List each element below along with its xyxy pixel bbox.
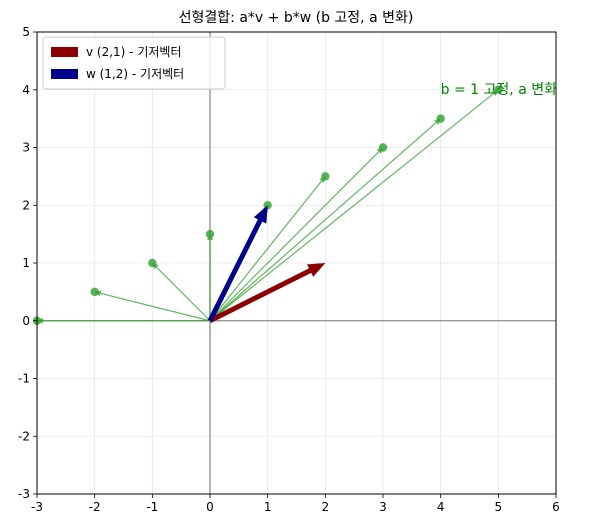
y-tick-label-6: 3 <box>22 141 30 155</box>
combination-arrow-6 <box>209 147 383 322</box>
x-tick-label-7: 4 <box>437 500 445 514</box>
y-tick-label-3: 0 <box>22 314 30 328</box>
x-tick-label-3: 0 <box>206 500 214 514</box>
basis-vector-1-shaft <box>207 218 263 322</box>
combination-point-8 <box>494 85 503 94</box>
legend-swatch-1 <box>51 69 78 79</box>
combination-arrow-6-shaft <box>209 150 380 322</box>
legend-label-1: w (1,2) - 기저벡터 <box>86 67 184 81</box>
basis-vector-0-head <box>306 263 326 277</box>
chart-title: 선형결합: a*v + b*w (b 고정, a 변화) <box>179 10 414 26</box>
combination-arrow-5-shaft <box>209 180 323 322</box>
x-tick-label-9: 6 <box>552 500 560 514</box>
basis-vector-0-shaft <box>208 268 312 323</box>
x-tick-label-6: 3 <box>379 500 387 514</box>
basis-vector-1-head <box>253 205 268 224</box>
combination-point-6 <box>378 143 388 152</box>
legend-label-0: v (2,1) - 기저벡터 <box>86 45 181 59</box>
combination-arrow-1-shaft <box>99 292 211 322</box>
y-tick-label-7: 4 <box>22 83 30 97</box>
combination-point-5 <box>321 172 330 181</box>
combination-point-2 <box>148 258 157 268</box>
legend: v (2,1) - 기저벡터 w (1,2) - 기저벡터 <box>42 36 226 90</box>
y-tick-label-1: -2 <box>18 429 30 443</box>
y-tick-label-8: 5 <box>22 25 30 39</box>
x-tick-label-1: -2 <box>89 500 101 514</box>
combination-arrow-7-shaft <box>209 121 437 322</box>
combination-point-7 <box>436 114 445 123</box>
legend-swatch-0 <box>51 47 78 57</box>
x-tick-label-5: 2 <box>322 500 330 514</box>
legend-frame <box>42 36 226 90</box>
y-tick-label-4: 1 <box>22 256 30 270</box>
basis-vector-0 <box>208 263 326 323</box>
x-tick-label-2: -1 <box>146 500 158 514</box>
combination-point-1 <box>90 287 99 297</box>
x-tick-label-0: -3 <box>31 500 43 514</box>
combination-arrow-3 <box>207 234 213 321</box>
combination-arrow-2-shaft <box>155 266 211 322</box>
combination-arrow-0 <box>37 317 210 324</box>
y-tick-label-5: 2 <box>22 198 30 212</box>
combination-arrow-2 <box>152 263 211 322</box>
combination-arrow-8-shaft <box>209 92 495 322</box>
y-tick-label-0: -3 <box>18 487 30 501</box>
x-tick-label-4: 1 <box>264 500 272 514</box>
x-tick-label-8: 5 <box>495 500 503 514</box>
y-tick-label-2: -1 <box>18 372 30 386</box>
annotation-label: b = 1 고정, a 변화 <box>441 82 557 98</box>
basis-vector-1 <box>207 205 268 322</box>
combination-point-3 <box>205 229 215 239</box>
